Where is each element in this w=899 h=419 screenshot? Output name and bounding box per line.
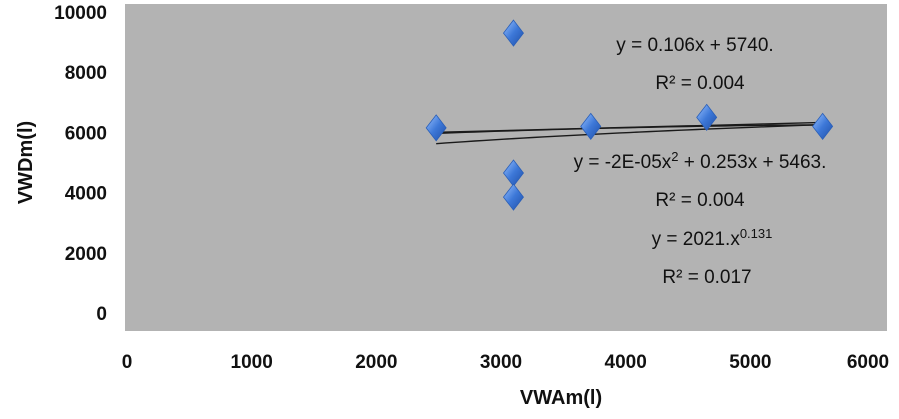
x-tick-label: 3000 xyxy=(480,352,522,373)
y-axis-title: VWDm(l) xyxy=(15,121,37,204)
data-point xyxy=(502,19,524,47)
data-point xyxy=(502,183,524,211)
y-tick-label: 10000 xyxy=(54,3,107,24)
plot-area xyxy=(125,4,887,331)
polynomial-equation-exponent: 2 xyxy=(671,149,678,164)
data-points xyxy=(425,19,834,211)
polynomial-equation-label: y = -2E-05x2 + 0.253x + 5463. xyxy=(574,149,827,174)
y-axis-ticks: 0 2000 4000 6000 8000 10000 xyxy=(54,3,107,325)
data-point xyxy=(696,103,718,132)
polynomial-equation-tail: + 0.253x + 5463. xyxy=(679,152,827,173)
y-tick-label: 6000 xyxy=(65,123,107,144)
polynomial-trendline xyxy=(436,124,823,135)
x-axis-title: VWAm(l) xyxy=(520,387,602,409)
y-tick-label: 2000 xyxy=(65,244,107,265)
data-point xyxy=(580,112,602,141)
x-tick-label: 6000 xyxy=(847,352,889,373)
y-tick-label: 4000 xyxy=(65,184,107,205)
power-trendline xyxy=(436,123,823,145)
linear-r2-label: R² = 0.004 xyxy=(655,73,745,94)
power-r2-label: R² = 0.017 xyxy=(662,267,751,288)
x-tick-label: 0 xyxy=(122,352,133,373)
data-point xyxy=(812,112,834,141)
x-tick-label: 5000 xyxy=(729,352,771,373)
x-tick-label: 4000 xyxy=(605,352,647,373)
y-tick-label: 0 xyxy=(96,304,107,325)
power-equation-main: y = 2021.x xyxy=(652,229,741,250)
polynomial-equation-main: y = -2E-05x xyxy=(574,152,672,173)
power-equation-label: y = 2021.x0.131 xyxy=(652,226,773,251)
y-tick-label: 8000 xyxy=(65,63,107,84)
linear-equation-label: y = 0.106x + 5740. xyxy=(616,35,773,56)
polynomial-r2-label: R² = 0.004 xyxy=(655,190,745,211)
x-tick-label: 2000 xyxy=(355,352,397,373)
trendlines xyxy=(436,121,823,145)
power-equation-exponent: 0.131 xyxy=(740,226,773,241)
data-point xyxy=(425,114,447,142)
x-axis-ticks: 0 1000 2000 3000 4000 5000 6000 xyxy=(122,352,889,373)
x-tick-label: 1000 xyxy=(231,352,273,373)
